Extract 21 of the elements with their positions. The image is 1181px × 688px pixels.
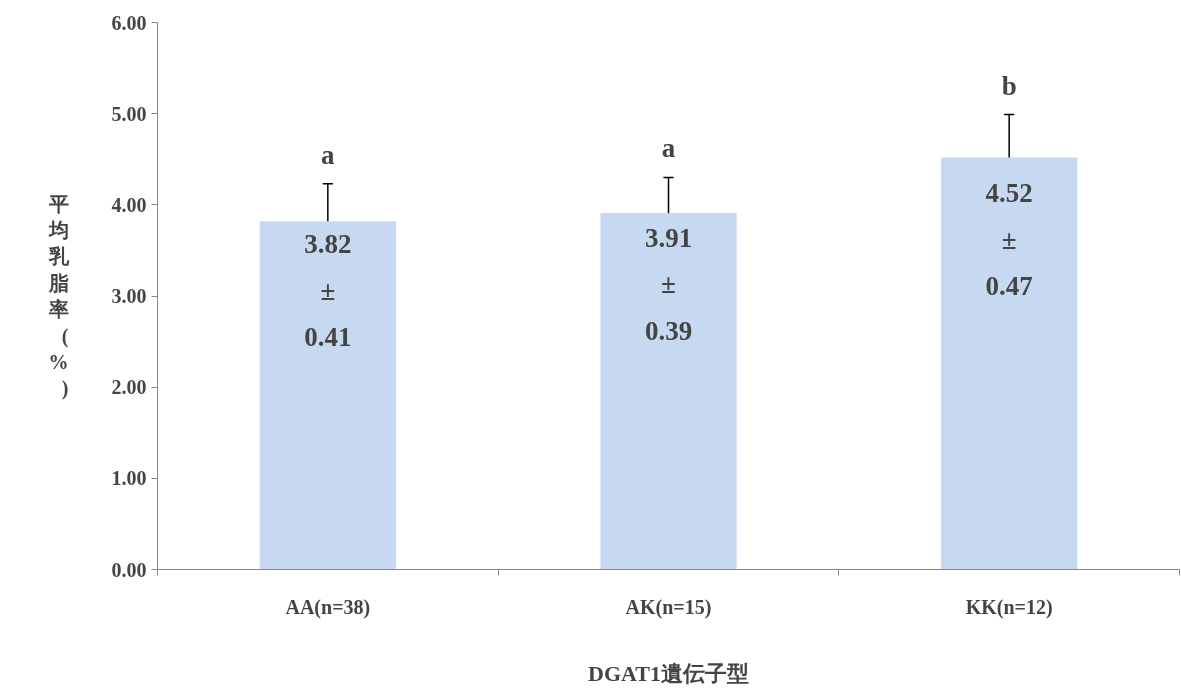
annotation: a: [661, 133, 676, 164]
annotation: a: [321, 139, 336, 170]
x-tick-label: AA(n=38): [285, 595, 371, 619]
y-axis-title: 平均乳脂率(%): [47, 192, 70, 401]
y-tick-label: 3.00: [111, 285, 147, 307]
data-label: 3.91 ± 0.39: [644, 222, 693, 346]
x-tick-label: AK(n=15): [625, 595, 712, 619]
bar: [941, 157, 1078, 570]
y-tick-label: 1.00: [111, 467, 147, 490]
x-tick-label: KK(n=12): [965, 595, 1053, 619]
annotation: b: [1001, 70, 1017, 101]
y-tick-label: 6.00: [111, 11, 147, 34]
y-tick-label: 5.00: [111, 102, 147, 125]
x-axis-title: DGAT1遺伝子型: [588, 660, 749, 686]
bar: [600, 213, 737, 570]
y-tick-label: 0.00: [111, 558, 147, 581]
bar: [259, 221, 396, 570]
y-tick-label: 2.00: [111, 376, 147, 399]
y-tick-label: 4.00: [111, 193, 147, 216]
data-label: 3.82 ± 0.41: [304, 229, 352, 353]
data-label: 4.52 ± 0.47: [985, 178, 1033, 302]
